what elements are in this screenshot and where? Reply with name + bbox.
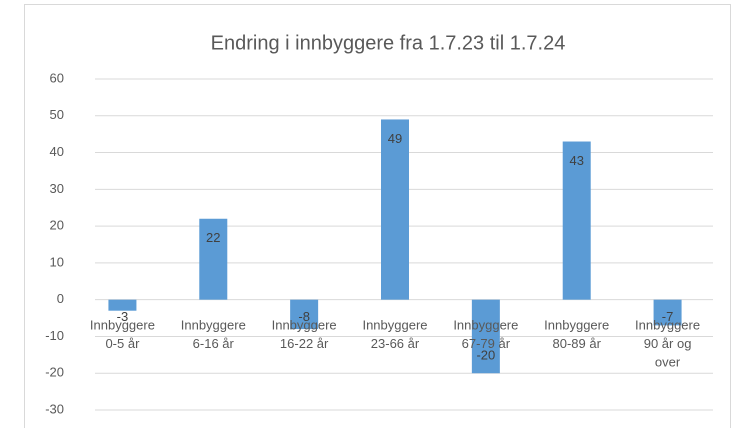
x-tick-label: 23-66 år bbox=[371, 336, 420, 351]
x-tick-label: 16-22 år bbox=[280, 336, 329, 351]
x-tick-label: over bbox=[655, 354, 681, 369]
bar bbox=[562, 141, 591, 300]
x-tick-label: Innbyggere bbox=[272, 317, 337, 332]
y-tick-label: 30 bbox=[50, 181, 64, 196]
y-tick-label: -30 bbox=[45, 401, 64, 416]
x-tick-label: Innbyggere bbox=[90, 317, 155, 332]
x-tick-label: 6-16 år bbox=[193, 336, 235, 351]
bar bbox=[108, 299, 137, 311]
x-tick-label: Innbyggere bbox=[181, 317, 246, 332]
value-label: -20 bbox=[476, 348, 495, 363]
x-tick-label: 80-89 år bbox=[553, 336, 602, 351]
y-tick-label: 60 bbox=[50, 70, 64, 85]
y-tick-label: 50 bbox=[50, 107, 64, 122]
y-tick-label: 0 bbox=[57, 291, 64, 306]
chart-title: Endring i innbyggere fra 1.7.23 til 1.7.… bbox=[211, 32, 566, 54]
chart-border bbox=[24, 4, 731, 428]
value-label: 49 bbox=[388, 131, 402, 146]
bar bbox=[653, 299, 682, 326]
bar bbox=[471, 299, 500, 374]
x-tick-label: Innbyggere bbox=[635, 317, 700, 332]
bar bbox=[381, 119, 409, 300]
x-tick-label: 90 år og bbox=[644, 336, 692, 351]
x-tick-label: 0-5 år bbox=[105, 336, 140, 351]
y-tick-label: 10 bbox=[50, 254, 64, 269]
x-tick-label: Innbyggere bbox=[362, 317, 427, 332]
value-label: -8 bbox=[298, 309, 310, 324]
bar bbox=[290, 299, 319, 330]
x-tick-label: Innbyggere bbox=[544, 317, 609, 332]
x-tick-label: Innbyggere bbox=[453, 317, 518, 332]
value-label: 43 bbox=[569, 153, 583, 168]
value-label: -7 bbox=[662, 309, 674, 324]
bar bbox=[199, 218, 228, 300]
y-tick-label: 40 bbox=[50, 144, 64, 159]
value-label: -3 bbox=[117, 309, 129, 324]
x-tick-label: 67-79 år bbox=[462, 336, 511, 351]
value-label: 22 bbox=[206, 230, 220, 245]
y-tick-label: -10 bbox=[45, 328, 64, 343]
y-tick-label: -20 bbox=[45, 365, 64, 380]
y-tick-label: 20 bbox=[50, 218, 64, 233]
